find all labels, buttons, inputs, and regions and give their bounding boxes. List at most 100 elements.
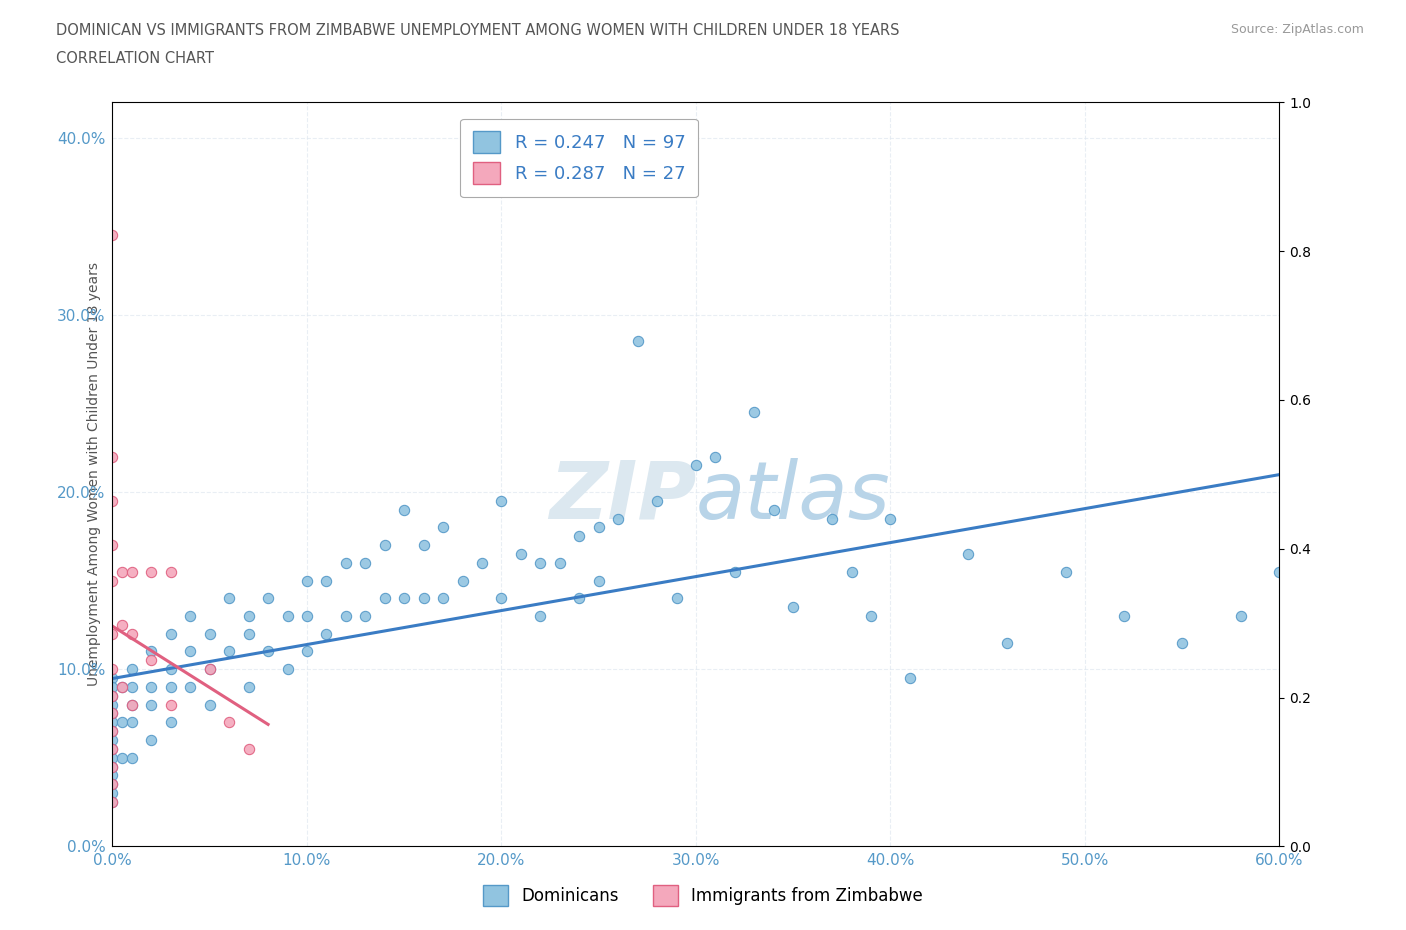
Point (101, 706, 124, 721)
Point (101, 573, 124, 588)
Point (394, 502, 416, 517)
Point (101, 538, 124, 552)
Point (111, 618, 134, 632)
Point (101, 680, 124, 695)
Point (879, 512, 901, 526)
Point (160, 565, 183, 579)
Point (179, 644, 201, 658)
Legend: R = 0.247   N = 97, R = 0.287   N = 27: R = 0.247 N = 97, R = 0.287 N = 27 (461, 119, 697, 197)
Point (374, 591, 396, 605)
Point (111, 715, 134, 730)
Point (451, 573, 474, 588)
Point (860, 608, 883, 623)
Point (198, 698, 221, 712)
Point (238, 608, 260, 623)
Point (101, 794, 124, 809)
Point (141, 733, 163, 748)
Point (101, 706, 124, 721)
Point (762, 502, 785, 517)
Point (101, 715, 124, 730)
Text: CORRELATION CHART: CORRELATION CHART (56, 51, 214, 66)
Point (354, 608, 377, 623)
Point (607, 512, 630, 526)
Point (568, 529, 591, 544)
Point (491, 591, 513, 605)
Point (101, 768, 124, 783)
Point (1268, 565, 1291, 579)
Point (141, 653, 163, 668)
Point (111, 680, 134, 695)
Point (160, 626, 183, 641)
Point (101, 786, 124, 801)
Point (588, 520, 610, 535)
Text: atlas: atlas (696, 458, 891, 536)
Point (335, 555, 357, 570)
Point (645, 494, 668, 509)
Point (548, 555, 571, 570)
Point (491, 494, 513, 509)
Point (101, 759, 124, 774)
Point (218, 644, 240, 658)
Point (412, 538, 434, 552)
Point (588, 573, 610, 588)
Point (335, 608, 357, 623)
Point (665, 591, 688, 605)
Point (101, 794, 124, 809)
Legend: Dominicans, Immigrants from Zimbabwe: Dominicans, Immigrants from Zimbabwe (477, 879, 929, 912)
Point (295, 608, 318, 623)
Point (101, 733, 124, 748)
Point (141, 644, 163, 658)
Point (121, 662, 143, 677)
Point (179, 680, 201, 695)
Point (101, 741, 124, 756)
Point (276, 662, 298, 677)
Point (179, 608, 201, 623)
Point (841, 565, 863, 579)
Point (121, 698, 143, 712)
Point (101, 449, 124, 464)
Point (898, 671, 921, 685)
Point (101, 777, 124, 791)
Point (724, 565, 747, 579)
Point (685, 458, 707, 472)
Point (160, 680, 183, 695)
Point (1171, 635, 1194, 650)
Point (218, 591, 240, 605)
Point (111, 680, 134, 695)
Point (821, 512, 844, 526)
Point (101, 724, 124, 738)
Point (257, 591, 280, 605)
Point (276, 608, 298, 623)
Point (101, 724, 124, 738)
Point (509, 547, 531, 562)
Point (121, 698, 143, 712)
Point (782, 600, 804, 615)
Point (141, 680, 163, 695)
Point (627, 334, 650, 349)
Point (121, 751, 143, 765)
Point (198, 662, 221, 677)
Point (529, 555, 551, 570)
Point (394, 591, 416, 605)
Point (121, 680, 143, 695)
Point (957, 547, 980, 562)
Point (121, 626, 143, 641)
Point (101, 626, 124, 641)
Point (101, 688, 124, 703)
Point (432, 520, 454, 535)
Point (101, 228, 124, 243)
Point (529, 608, 551, 623)
Text: Source: ZipAtlas.com: Source: ZipAtlas.com (1230, 23, 1364, 36)
Point (101, 759, 124, 774)
Point (101, 494, 124, 509)
Point (238, 680, 260, 695)
Point (218, 715, 240, 730)
Point (432, 591, 454, 605)
Point (1229, 608, 1251, 623)
Text: ZIP: ZIP (548, 458, 696, 536)
Point (1054, 565, 1077, 579)
Point (160, 698, 183, 712)
Point (354, 555, 377, 570)
Point (1112, 608, 1135, 623)
Point (238, 741, 260, 756)
